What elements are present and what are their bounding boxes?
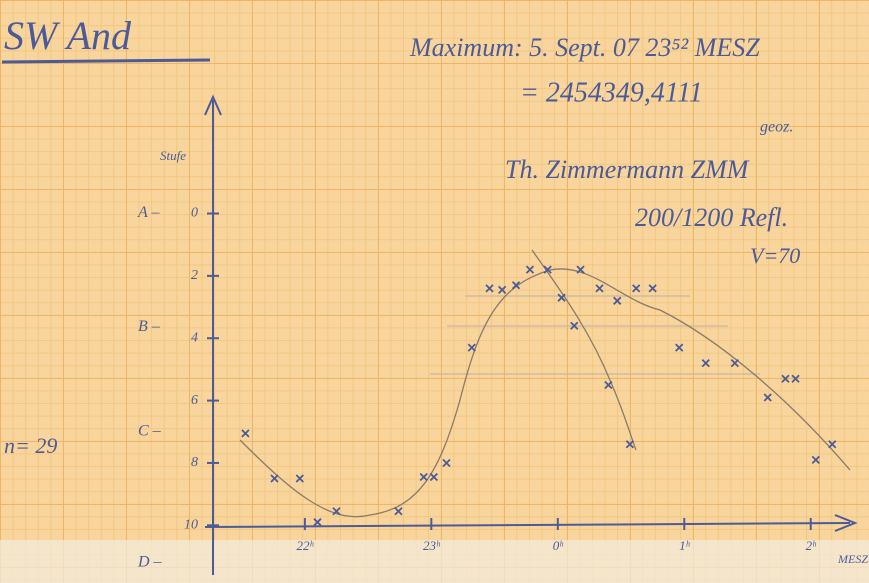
grade-label: C – [138,422,162,439]
data-point [576,265,585,274]
data-point [498,285,507,295]
data-point [701,359,710,368]
x-tick-label: 0ʰ [553,538,565,553]
annotation: V=70 [750,243,800,268]
data-point [632,284,641,293]
y-tick-label: 0 [191,206,198,221]
data-point [241,429,250,438]
x-tick-label: 1ʰ [679,538,691,553]
y-tick-label: 8 [191,455,198,470]
data-point [419,472,428,482]
grade-label: D – [137,553,163,570]
data-point [295,474,304,483]
data-point [791,374,800,383]
data-point [511,281,521,290]
data-point [467,343,476,352]
data-point [781,374,790,383]
x-arrow [834,514,858,532]
n-label: n= 29 [4,433,57,458]
x-axis-label: MESZ [837,552,868,566]
fit-curve [239,268,851,518]
chart-title: SW And [4,13,132,58]
fit-curve [531,249,637,451]
annotation: Th. Zimmermann ZMM [505,155,750,184]
y-tick-label: 6 [191,393,198,408]
data-point [625,440,635,449]
x-tick-label: 22ʰ [297,538,315,553]
title-underline [1,58,211,64]
data-point [570,321,579,330]
y-tick-label: 10 [184,518,198,533]
data-point [763,393,772,402]
data-point [604,380,613,390]
x-tick-label: 23ʰ [423,538,441,553]
data-point [442,458,451,468]
annotation: = 2454349,4111 [520,77,703,108]
paper-edge [0,540,869,583]
y-arrow [204,94,222,116]
data-point [811,455,820,464]
data-point [429,472,438,482]
data-point [730,359,739,368]
grade-label: B – [138,318,161,335]
data-point [270,474,279,483]
x-axis [204,522,851,528]
y-tick-label: 2 [191,268,198,283]
data-point [828,440,837,449]
y-tick-label: 4 [191,330,198,345]
annotation: geoz. [760,119,793,136]
grade-label: A – [137,204,160,221]
data-point [557,293,566,302]
data-point [485,284,494,293]
data-point [595,284,604,293]
x-tick-label: 2ʰ [806,538,818,553]
data-point [543,265,552,274]
annotation: Maximum: 5. Sept. 07 23⁵² MESZ [409,33,760,62]
y-axis-label: Stufe [160,148,186,163]
data-point [613,296,622,305]
data-point [394,507,403,516]
data-point [332,507,341,516]
annotation: 200/1200 Refl. [635,203,788,232]
data-point [675,343,684,352]
data-point [648,284,657,293]
data-point [525,265,535,274]
data-point [313,518,322,527]
